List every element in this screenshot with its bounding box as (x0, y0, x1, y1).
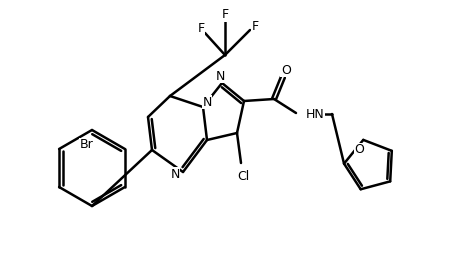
Text: Cl: Cl (236, 169, 248, 182)
Text: F: F (251, 19, 258, 32)
Text: O: O (280, 64, 290, 77)
Text: F: F (197, 22, 204, 35)
Text: N: N (170, 168, 179, 181)
Text: Br: Br (80, 139, 94, 152)
Text: N: N (202, 95, 211, 109)
Text: HN: HN (305, 107, 324, 120)
Text: N: N (215, 69, 224, 82)
Text: F: F (221, 9, 228, 22)
Text: O: O (354, 143, 364, 156)
